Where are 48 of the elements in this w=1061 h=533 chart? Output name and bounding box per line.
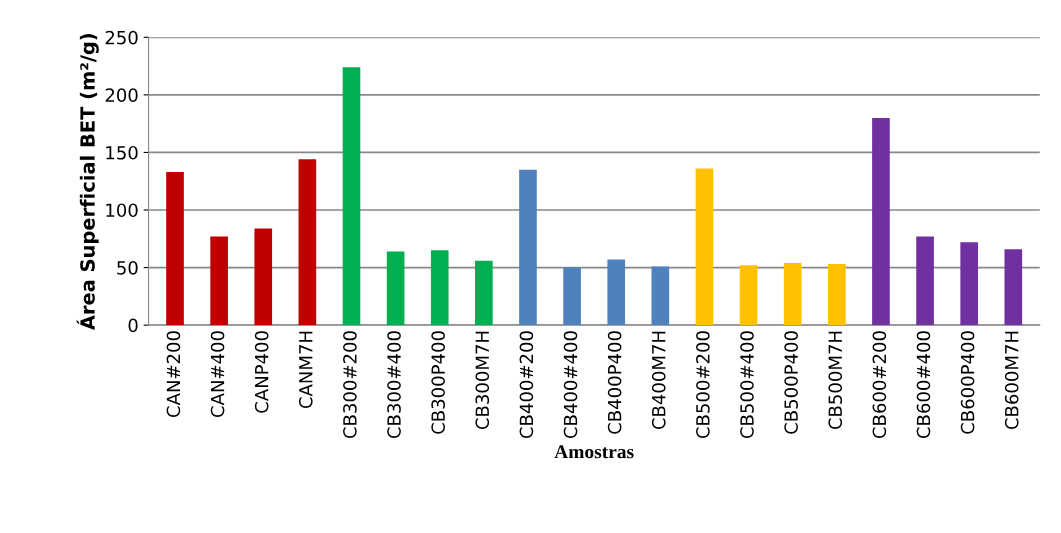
bar	[607, 259, 626, 326]
bar	[475, 260, 493, 326]
x-tick-label: CB300#400	[387, 331, 401, 439]
bar	[386, 251, 405, 326]
x-tick-label: CB300M7H	[475, 331, 490, 430]
y-tick-label: 100	[106, 203, 138, 218]
bar	[298, 159, 317, 326]
x-axis-title: Amostras	[554, 445, 634, 459]
bar	[1004, 249, 1023, 326]
x-tick-label: CB500#400	[740, 331, 754, 439]
x-tick-label: CAN#400	[210, 331, 225, 418]
bar	[519, 169, 537, 326]
bar	[342, 67, 361, 326]
y-tick-label: 200	[105, 88, 138, 102]
bar	[651, 266, 670, 326]
bar	[166, 172, 184, 326]
bar	[563, 267, 581, 326]
y-axis-title: Área Superficial BET (m²/g)	[76, 33, 99, 331]
y-tick-label: 0	[128, 318, 138, 333]
bar	[783, 262, 802, 326]
bar	[739, 265, 758, 326]
y-tick-label: 250	[105, 30, 138, 45]
x-tick-label: CB300#200	[343, 331, 357, 439]
bar	[695, 168, 714, 326]
x-tick-label: CB400#200	[519, 331, 534, 439]
bar	[872, 117, 890, 326]
x-tick-label: CB600M7H	[1004, 331, 1019, 430]
bar	[210, 236, 228, 326]
bar	[430, 250, 449, 326]
x-tick-label: CANP400	[254, 331, 269, 413]
bar	[960, 242, 979, 326]
x-tick-label: CANM7H	[298, 331, 313, 409]
x-tick-label: CB600#200	[872, 331, 887, 439]
y-tick-label: 50	[117, 261, 138, 275]
x-tick-label: CAN#200	[166, 331, 181, 418]
x-tick-label: CB400M7H	[651, 331, 666, 430]
x-tick-label: CB400#400	[563, 331, 578, 439]
x-tick-label: CB600#400	[916, 331, 931, 439]
x-tick-label: CB400P400	[607, 331, 622, 434]
x-tick-label: CB500M7H	[828, 331, 843, 430]
x-tick-label: CB500#200	[696, 331, 710, 439]
bar	[916, 236, 934, 326]
y-tick-label: 150	[106, 145, 138, 160]
bar	[254, 228, 273, 326]
x-tick-label: CB600P400	[960, 331, 975, 434]
bar	[828, 264, 846, 326]
x-tick-label: CB300P400	[431, 331, 445, 434]
x-tick-label: CB500P400	[784, 331, 798, 434]
